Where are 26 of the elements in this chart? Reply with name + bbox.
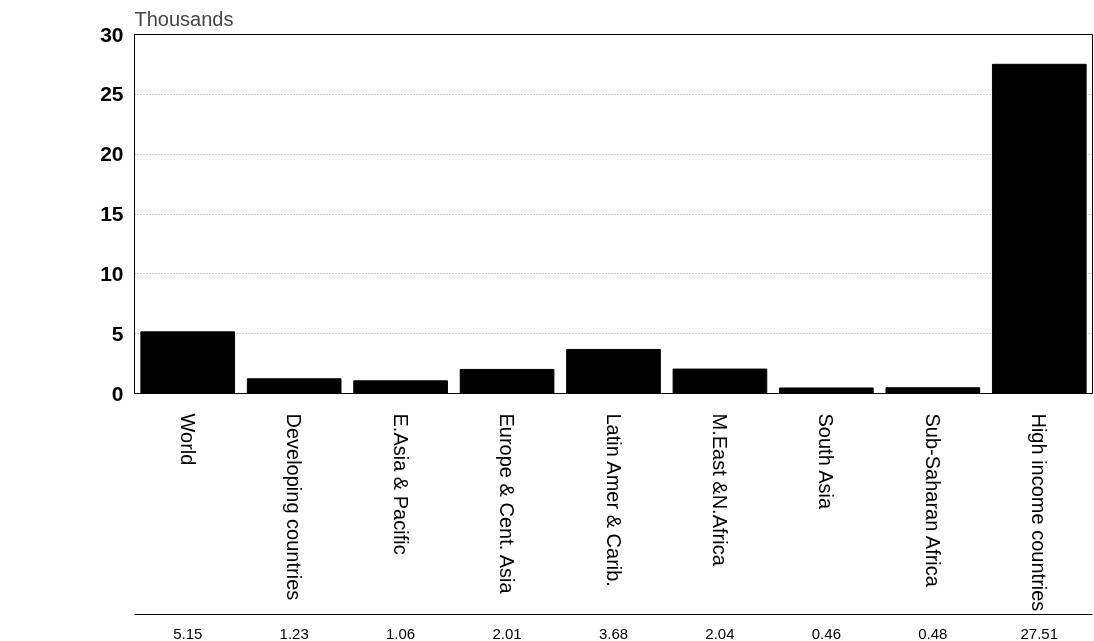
data-label: 2.01 [492, 624, 522, 641]
y-tick-label: 15 [100, 202, 124, 225]
x-tick-label: South Asia [815, 413, 838, 510]
y-tick-label: 0 [111, 381, 124, 405]
x-tick-label: Sub-Saharan Africa [921, 413, 944, 588]
x-tick-label: World [176, 413, 199, 466]
data-label: 1.23 [279, 624, 309, 641]
x-tick-label: M.East &N.Africa [708, 413, 731, 567]
x-tick-label: Latin Amer & Carib. [602, 413, 625, 587]
data-label: 3.68 [598, 624, 629, 641]
x-tick-label: Developing countries [283, 413, 306, 601]
y-tick-label: 20 [100, 142, 124, 166]
x-tick-label: Europe & Cent. Asia [496, 413, 519, 595]
x-tick-label: E.Asia & Pacific [389, 413, 412, 555]
y-tick-label: 30 [100, 22, 124, 46]
data-label: 5.15 [173, 624, 203, 641]
y-axis-title: Thousands [134, 7, 234, 30]
y-tick-label: 25 [100, 82, 124, 106]
data-label: 0.46 [811, 624, 841, 641]
data-label: 2.04 [705, 624, 735, 641]
data-label: 27.51 [1020, 624, 1059, 641]
data-label: 1.06 [386, 624, 416, 641]
y-tick-label: 10 [100, 261, 124, 285]
x-tick-label: High income countries [1028, 413, 1051, 612]
data-label: 0.48 [918, 624, 948, 641]
y-tick-label: 5 [111, 321, 124, 345]
